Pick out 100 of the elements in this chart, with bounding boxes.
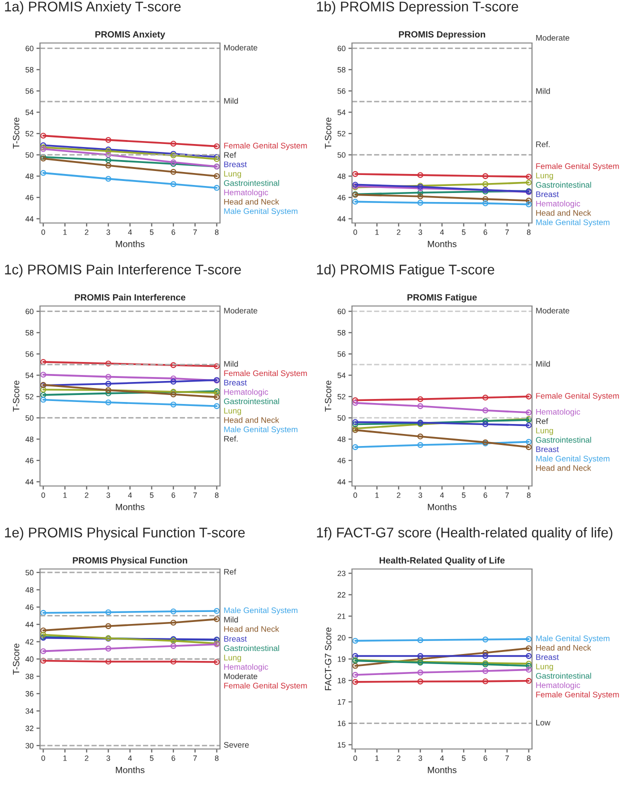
x-axis-title: Months bbox=[428, 504, 456, 510]
ref-line-label: Mild bbox=[224, 360, 238, 367]
point bbox=[482, 181, 488, 188]
point bbox=[417, 653, 424, 659]
series-label: Lung bbox=[224, 408, 241, 416]
point bbox=[105, 176, 112, 182]
point bbox=[526, 438, 532, 445]
ref-line-label: Moderate bbox=[536, 34, 570, 41]
point bbox=[214, 608, 220, 614]
series-label: Female Genital System bbox=[536, 163, 619, 171]
point bbox=[214, 184, 220, 191]
series-label: Head and Neck bbox=[536, 210, 592, 216]
point bbox=[482, 668, 488, 674]
x-axis-title: Months bbox=[116, 504, 144, 510]
point bbox=[40, 372, 46, 378]
text: Head and Neck bbox=[224, 416, 280, 423]
point bbox=[526, 678, 532, 684]
ref-line-label: Moderate bbox=[536, 308, 570, 314]
point bbox=[40, 610, 46, 616]
point bbox=[214, 616, 220, 622]
ref-line-label: Ref bbox=[536, 418, 548, 424]
series-label: Hematologic bbox=[536, 682, 580, 690]
ref-line-label: Mild bbox=[536, 360, 550, 367]
chart-title: 1a) PROMIS Anxiety T-score bbox=[5, 1, 181, 14]
point bbox=[352, 397, 358, 404]
point bbox=[170, 168, 176, 175]
text: Breast bbox=[536, 446, 559, 452]
point bbox=[170, 362, 176, 368]
point bbox=[170, 658, 176, 665]
line-series bbox=[40, 616, 220, 634]
point bbox=[40, 170, 46, 176]
text: Female Genital System bbox=[224, 682, 307, 690]
point bbox=[170, 181, 176, 188]
ref-line-label: Low bbox=[536, 720, 550, 726]
ref-line-label: Ref bbox=[224, 152, 236, 158]
chart-subtitle: PROMIS Depression bbox=[398, 30, 486, 40]
series-label: Lung bbox=[536, 664, 553, 671]
series-label: Gastrointestinal bbox=[224, 398, 280, 404]
series-label: Lung bbox=[224, 170, 241, 178]
point bbox=[352, 662, 358, 669]
series-label: Gastrointestinal bbox=[224, 645, 280, 652]
point bbox=[40, 358, 46, 365]
point bbox=[417, 172, 424, 178]
series-label: Male Genital System bbox=[224, 607, 298, 615]
series-label: Breast bbox=[536, 191, 559, 198]
point bbox=[417, 190, 424, 196]
point bbox=[482, 200, 488, 206]
point bbox=[105, 646, 112, 652]
point bbox=[352, 171, 358, 177]
ref-line-label: Ref. bbox=[224, 436, 238, 442]
series-label: Head and Neck bbox=[536, 644, 592, 651]
chart-subtitle: PROMIS Fatigue bbox=[407, 294, 477, 302]
series-label: Gastrointestinal bbox=[224, 180, 280, 186]
series-label: Breast bbox=[224, 380, 247, 386]
series-label: Gastrointestinal bbox=[536, 182, 592, 188]
series-label: Female Genital System bbox=[224, 142, 307, 150]
point bbox=[214, 156, 220, 162]
ref-line-label: Mild bbox=[536, 88, 550, 94]
point bbox=[417, 678, 424, 684]
y-axis-title: T-Score bbox=[12, 118, 20, 149]
point bbox=[40, 627, 46, 634]
point bbox=[40, 396, 46, 403]
point bbox=[105, 157, 112, 164]
series-label: Female Genital System bbox=[536, 691, 619, 699]
point bbox=[482, 407, 488, 414]
point bbox=[352, 672, 358, 678]
point bbox=[105, 380, 112, 387]
point bbox=[482, 650, 488, 656]
point bbox=[482, 173, 488, 180]
y-axis-title: T-Score bbox=[324, 118, 332, 149]
series-label: Lung bbox=[536, 172, 553, 180]
point bbox=[105, 609, 112, 616]
point bbox=[526, 422, 532, 428]
ref-line-label: Ref bbox=[224, 568, 236, 575]
text: Head and Neck bbox=[536, 464, 592, 471]
point bbox=[40, 392, 46, 398]
point bbox=[105, 399, 112, 406]
x-axis-title: Months bbox=[116, 766, 144, 774]
point bbox=[214, 143, 220, 150]
point bbox=[105, 152, 112, 158]
point bbox=[526, 444, 532, 450]
x-axis-title: Months bbox=[116, 240, 144, 248]
line-series bbox=[352, 427, 532, 450]
point bbox=[170, 620, 176, 626]
point bbox=[352, 678, 358, 685]
series-label: Breast bbox=[224, 636, 247, 642]
line-series bbox=[40, 641, 220, 654]
line-series bbox=[40, 632, 220, 646]
line-series bbox=[352, 645, 532, 669]
point bbox=[526, 180, 532, 186]
point bbox=[40, 386, 46, 393]
point bbox=[526, 410, 532, 416]
point bbox=[170, 643, 176, 649]
text: Hematologic bbox=[224, 664, 268, 672]
point bbox=[526, 394, 532, 400]
ref-line-label: Moderate bbox=[224, 673, 258, 680]
point bbox=[352, 638, 358, 644]
point bbox=[214, 659, 220, 665]
line-series bbox=[40, 156, 220, 180]
ref-line-label: Severe bbox=[224, 742, 249, 748]
